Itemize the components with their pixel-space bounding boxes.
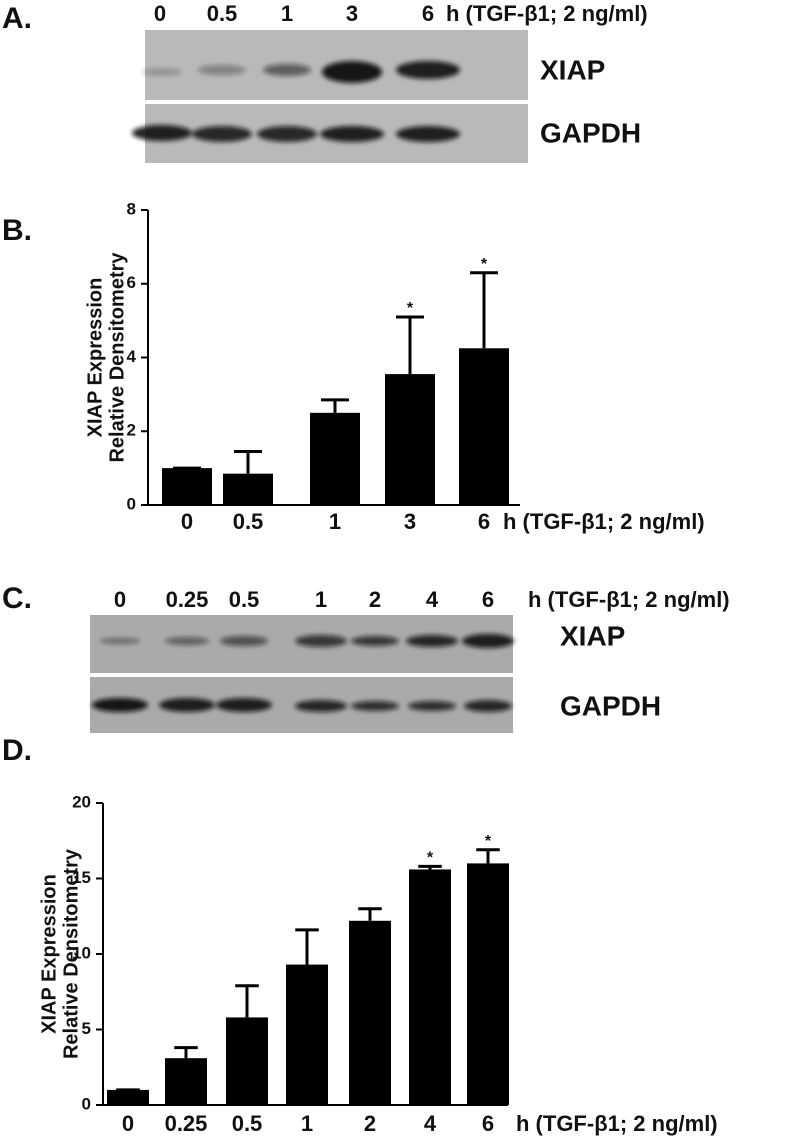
lane-label: 4 (426, 587, 439, 612)
lane-label: 0.5 (207, 1, 238, 26)
annotation: * (407, 300, 414, 317)
lane-label: 1 (281, 1, 293, 26)
panel-label: B. (2, 214, 32, 247)
y-tick-label: 5 (82, 1019, 91, 1038)
y-tick-label: 0 (127, 494, 136, 513)
lane-label: 0.25 (166, 587, 209, 612)
bands (92, 634, 514, 712)
annotation: * (427, 850, 434, 867)
x-tick-label: 0 (122, 1111, 134, 1136)
y-tick-label: 15 (72, 868, 91, 887)
unit-label: h (TGF-β1; 2 ng/ml) (446, 1, 648, 26)
chart: B. 0 2 4 6 8 XIAP Expression Relative Densitome… (2, 199, 705, 533)
error-bar (470, 271, 498, 349)
y-tick-label: 8 (127, 199, 136, 218)
panel-label: A. (2, 2, 32, 35)
bar (467, 863, 509, 1105)
y-tick-label: 2 (127, 421, 136, 440)
x-tick-label: 0.5 (233, 509, 264, 534)
x-tick-label: 1 (301, 1111, 313, 1136)
panel-label: C. (2, 582, 32, 615)
bar (385, 374, 435, 505)
panel-label: D. (2, 734, 32, 767)
error-bar (174, 1046, 198, 1059)
protein-label: GAPDH (560, 690, 661, 721)
x-tick-label: 0.5 (232, 1111, 263, 1136)
error-bar (418, 864, 442, 870)
bar (162, 468, 212, 505)
error-bar (234, 450, 262, 474)
lane-label: 0 (114, 587, 126, 612)
error-bar (321, 398, 349, 413)
protein-label: XIAP (560, 620, 625, 651)
x-axis-label: h (TGF-β1; 2 ng/ml) (503, 509, 705, 534)
error-bar (358, 907, 382, 921)
bar (349, 920, 391, 1105)
blot-divider (90, 673, 513, 677)
bar (409, 869, 451, 1105)
blot-c: C. 0 0.25 0.5 1 2 4 6 h (TGF-β1; 2 ng/ml… (2, 582, 730, 733)
lane-label: 1 (315, 587, 327, 612)
x-tick-label: 1 (329, 509, 341, 534)
y-axis-label: Relative Densitometry (106, 252, 128, 463)
y-axis-label: XIAP Expression (84, 278, 106, 438)
x-tick-label: 6 (482, 1111, 494, 1136)
error-bar (235, 984, 259, 1018)
bar (286, 964, 328, 1105)
lane-label: 6 (422, 1, 434, 26)
y-tick-label: 0 (82, 1094, 91, 1113)
unit-label: h (TGF-β1; 2 ng/ml) (528, 587, 730, 612)
x-tick-label: 2 (364, 1111, 376, 1136)
lane-label: 2 (369, 587, 381, 612)
error-bar (396, 315, 424, 375)
error-bar (295, 928, 319, 965)
blot-membrane (145, 30, 528, 163)
bar (459, 348, 509, 505)
y-tick-label: 4 (127, 347, 137, 366)
lane-label: 6 (482, 587, 494, 612)
y-tick-label: 10 (72, 943, 91, 962)
y-axis-label: XIAP Expression (38, 874, 60, 1034)
bar (107, 1089, 149, 1105)
x-tick-label: 0 (181, 509, 193, 534)
bar (310, 412, 360, 505)
y-tick-label: 6 (127, 273, 136, 292)
bar (165, 1058, 207, 1105)
protein-label: XIAP (540, 54, 605, 85)
bar (223, 473, 273, 505)
protein-label: GAPDH (540, 117, 641, 148)
x-tick-label: 6 (478, 509, 490, 534)
x-axis-label: h (TGF-β1; 2 ng/ml) (516, 1111, 718, 1136)
x-tick-label: 0.25 (165, 1111, 208, 1136)
lane-label: 3 (346, 1, 358, 26)
y-tick-label: 20 (72, 792, 91, 811)
blot-a: A. 0 0.5 1 3 6 h (TGF-β1; 2 ng/ml) XIAP … (2, 1, 648, 163)
lane-label: 0.5 (229, 587, 260, 612)
blot-divider (145, 100, 528, 104)
annotation: * (481, 256, 488, 273)
bands (132, 61, 460, 142)
error-bar (476, 848, 500, 864)
x-tick-label: 3 (404, 509, 416, 534)
x-tick-label: 4 (424, 1111, 437, 1136)
lane-label: 0 (154, 1, 166, 26)
bar (226, 1017, 268, 1105)
y-axis-label: Relative Densitometry (60, 848, 82, 1059)
annotation: * (485, 833, 492, 850)
